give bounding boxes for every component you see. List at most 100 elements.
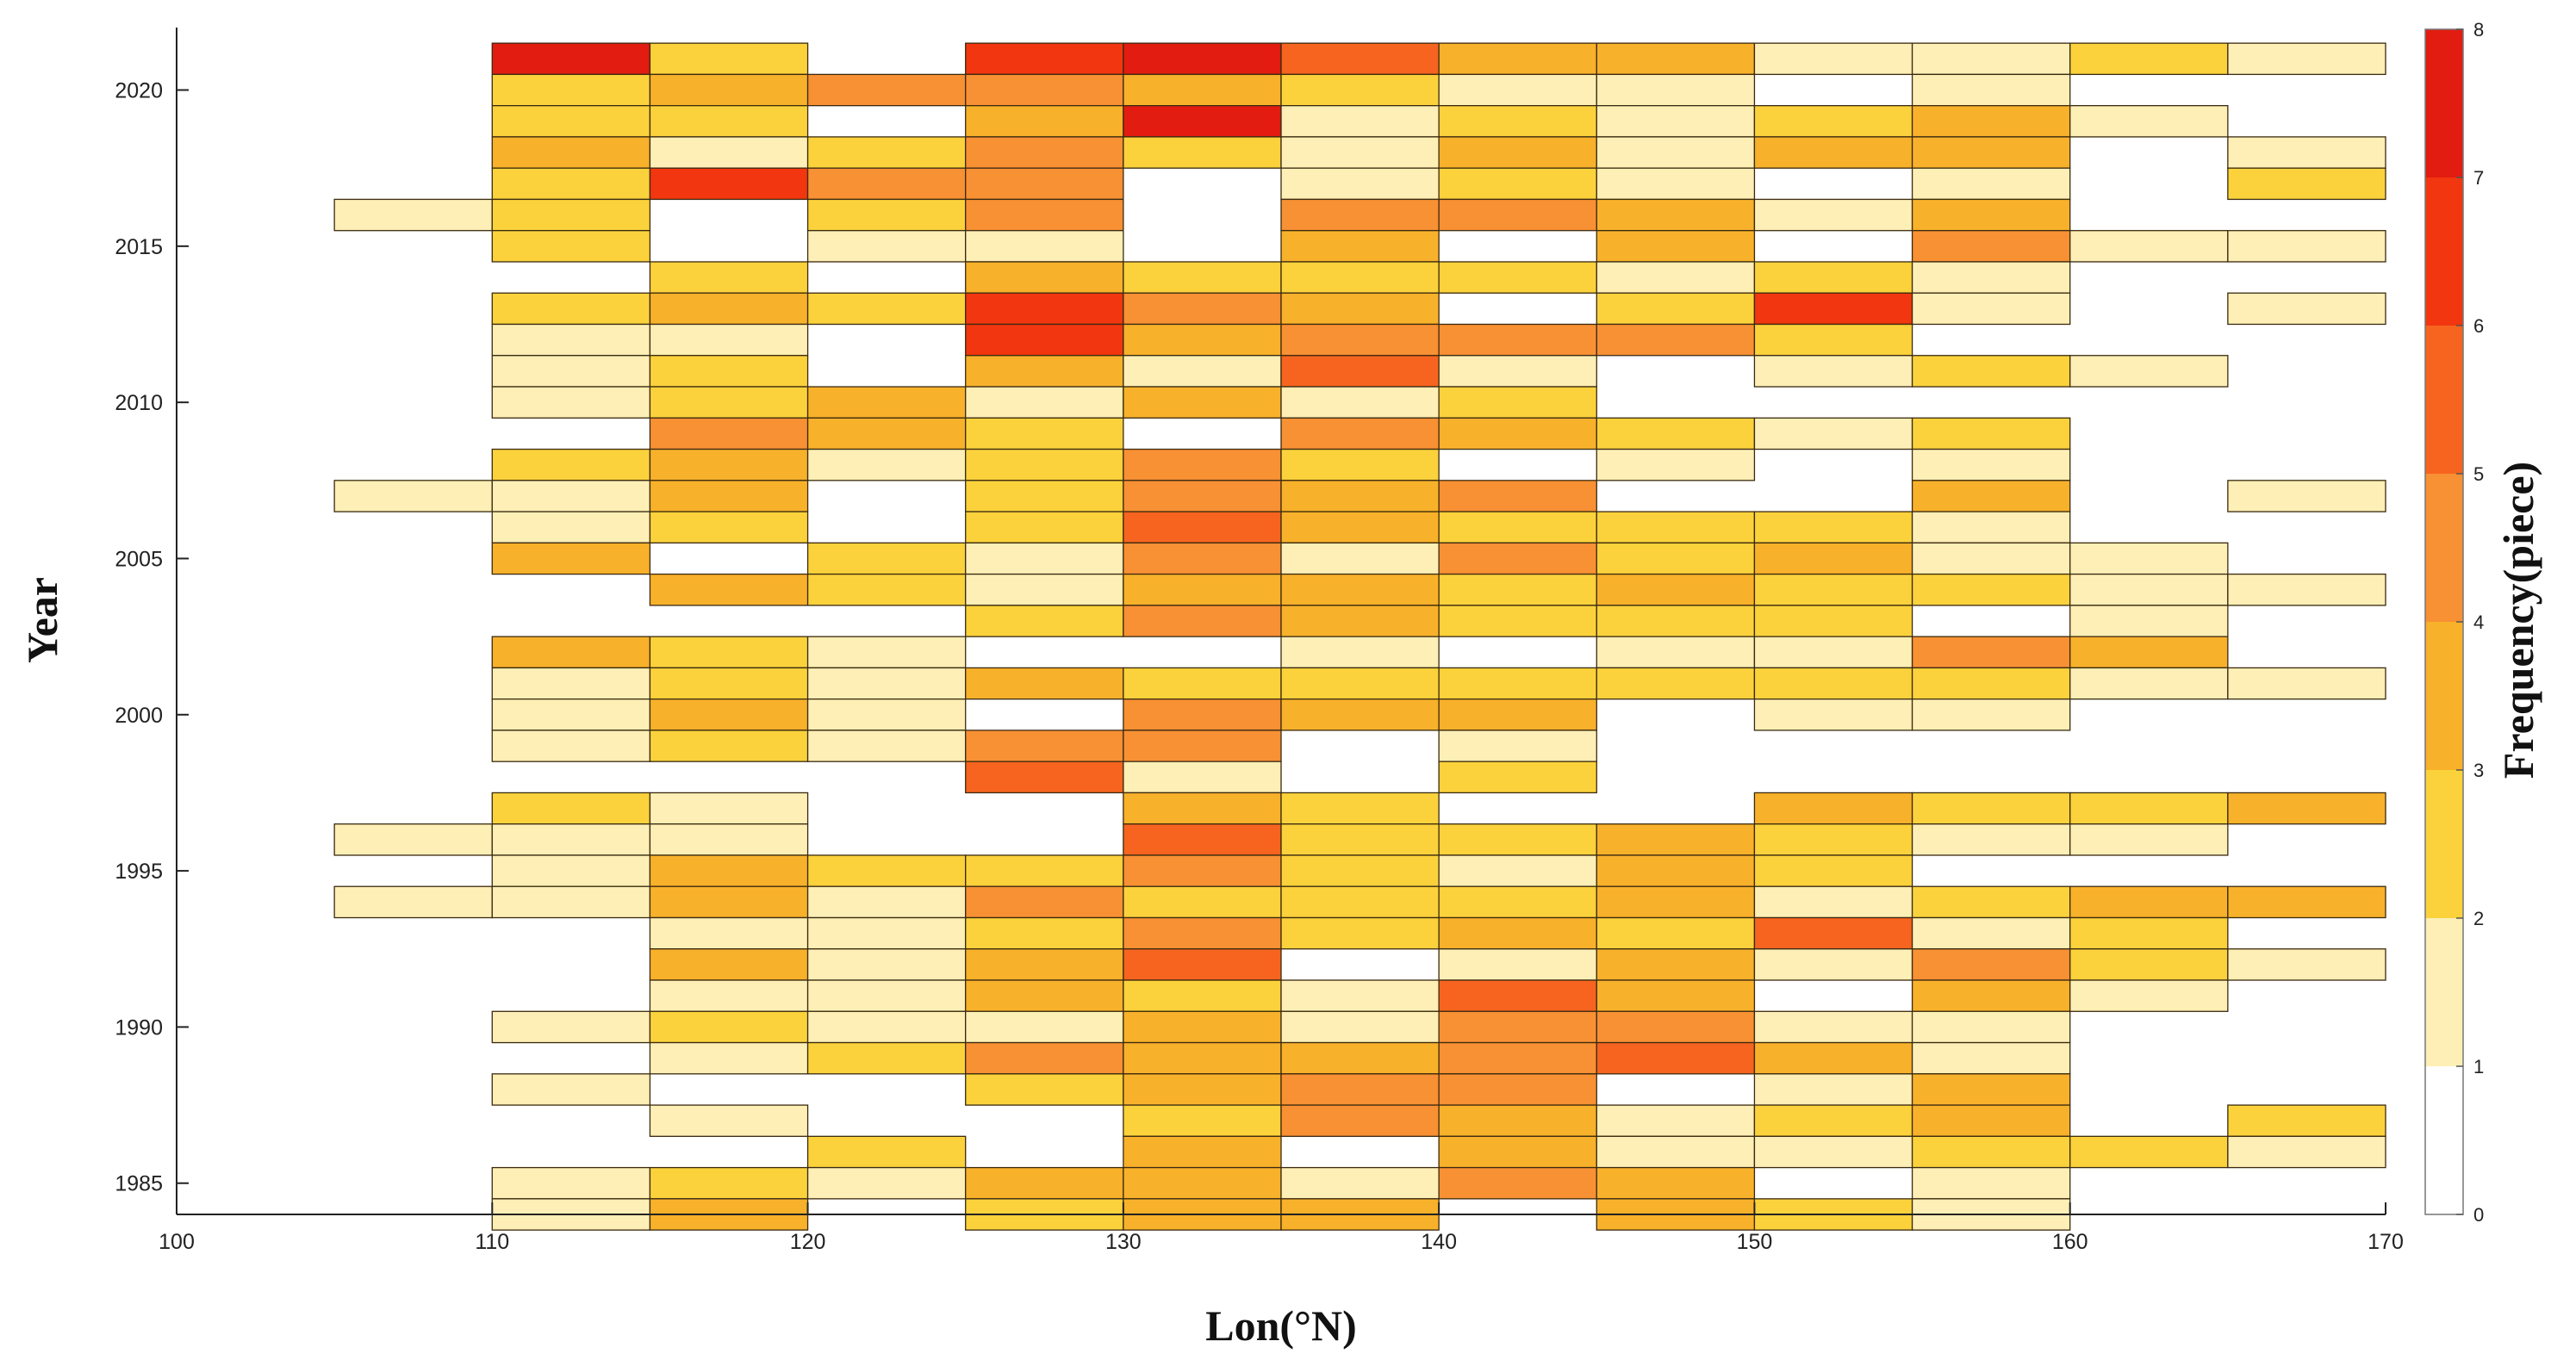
heatmap-cell-1987-145: [1596, 1104, 1756, 1137]
heatmap-cell-2003-140: [1438, 605, 1597, 637]
heatmap-cell-1993-155: [1911, 916, 2071, 950]
heatmap-cell-2004-140: [1438, 573, 1597, 606]
heatmap-cell-2014-130: [1123, 261, 1282, 294]
heatmap-cell-1987-150: [1753, 1104, 1913, 1137]
heatmap-cell-2005-120: [806, 542, 967, 575]
heatmap-cell-2005-145: [1596, 542, 1756, 575]
heatmap-cell-2003-125: [965, 605, 1124, 637]
heatmap-cell-1991-135: [1280, 979, 1440, 1012]
colorbar-tick-label-7: 7: [2473, 167, 2484, 189]
heatmap-cell-2004-160: [2069, 573, 2229, 606]
heatmap-cell-2017-135: [1280, 167, 1440, 201]
heatmap-cell-1995-135: [1280, 854, 1440, 887]
x-tick-label-110: 110: [475, 1230, 509, 1254]
heatmap-cell-2002-135: [1280, 636, 1440, 669]
heatmap-cell-2016-125: [965, 198, 1124, 232]
heatmap-cell-1989-120: [806, 1041, 967, 1075]
heatmap-cell-2013-130: [1123, 292, 1282, 326]
heatmap-cell-1992-125: [965, 948, 1124, 981]
heatmap-cell-1996-135: [1280, 823, 1440, 856]
heatmap-cell-1989-145: [1596, 1041, 1756, 1075]
colorbar-tick-label-0: 0: [2473, 1204, 2484, 1226]
heatmap-cell-2003-150: [1753, 605, 1913, 637]
colorbar-tick-label-1: 1: [2473, 1056, 2484, 1077]
heatmap-cell-2012-145: [1596, 323, 1756, 357]
heatmap-cell-1997-150: [1753, 792, 1913, 825]
heatmap-cell-2014-155: [1911, 261, 2071, 294]
heatmap-cell-2001-165: [2227, 667, 2386, 700]
heatmap-cell-2009-120: [806, 417, 967, 450]
heatmap-cell-1999-140: [1438, 730, 1597, 762]
heatmap-cell-1988-155: [1911, 1073, 2071, 1106]
heatmap-cell-2016-140: [1438, 198, 1597, 232]
heatmap-cell-1995-130: [1123, 854, 1282, 887]
colorbar-tick-label-8: 8: [2473, 19, 2484, 40]
heatmap-cell-1993-125: [965, 916, 1124, 950]
heatmap-cell-2015-110: [491, 230, 651, 263]
heatmap-cell-2005-110: [491, 542, 651, 575]
heatmap-cell-1993-120: [806, 916, 967, 950]
heatmap-cell-2007-155: [1911, 480, 2071, 512]
heatmap-cell-2009-125: [965, 417, 1124, 450]
heatmap-cell-2018-120: [806, 136, 967, 169]
heatmap-cell-2021-135: [1280, 42, 1440, 76]
heatmap-cell-1994-150: [1753, 885, 1913, 919]
heatmap-cell-1993-135: [1280, 916, 1440, 950]
heatmap-cell-2010-110: [491, 386, 651, 419]
heatmap-cell-1988-140: [1438, 1073, 1597, 1106]
heatmap-cell-2020-145: [1596, 73, 1756, 107]
heatmap-cell-2005-135: [1280, 542, 1440, 575]
heatmap-cell-2005-140: [1438, 542, 1597, 575]
heatmap-cell-1997-165: [2227, 792, 2386, 825]
heatmap-cell-1995-150: [1753, 854, 1913, 887]
heatmap-cell-1996-110: [491, 823, 651, 856]
heatmap-cell-2021-125: [965, 42, 1124, 76]
heatmap-cell-1990-130: [1123, 1010, 1282, 1044]
heatmap-cell-1988-135: [1280, 1073, 1440, 1106]
heatmap-cell-2002-110: [491, 636, 651, 669]
heatmap-cell-2002-155: [1911, 636, 2071, 669]
heatmap-cell-1986-155: [1911, 1135, 2071, 1169]
heatmap-cell-2021-110: [491, 42, 651, 76]
heatmap-cells: [333, 42, 2386, 1231]
heatmap-cell-2019-125: [965, 105, 1124, 138]
x-tick-label-130: 130: [1105, 1230, 1142, 1254]
y-tick-label-1995: 1995: [115, 860, 163, 884]
heatmap-cell-1998-140: [1438, 761, 1597, 794]
heatmap-cell-1999-120: [806, 730, 967, 762]
heatmap-cell-2007-135: [1280, 480, 1440, 512]
heatmap-cell-1987-140: [1438, 1104, 1597, 1137]
heatmap-cell-2001-145: [1596, 667, 1756, 700]
heatmap-cell-2013-165: [2227, 292, 2386, 326]
heatmap-cell-2018-110: [491, 136, 651, 169]
heatmap-cell-2011-135: [1280, 355, 1440, 388]
heatmap-cell-1997-110: [491, 792, 651, 825]
heatmap-cell-2006-110: [491, 511, 651, 543]
heatmap-cell-1995-125: [965, 854, 1124, 887]
heatmap-cell-2012-110: [491, 323, 651, 357]
heatmap-cell-1989-125: [965, 1041, 1124, 1075]
heatmap-cell-1986-165: [2227, 1135, 2386, 1169]
heatmap-cell-2008-120: [806, 448, 967, 481]
heatmap-cell-1990-115: [649, 1010, 809, 1044]
heatmap-cell-1987-130: [1123, 1104, 1282, 1137]
heatmap-cell-2003-135: [1280, 605, 1440, 637]
heatmap-cell-2018-135: [1280, 136, 1440, 169]
heatmap-cell-2002-150: [1753, 636, 1913, 669]
heatmap-cell-2016-145: [1596, 198, 1756, 232]
heatmap-cell-1990-150: [1753, 1010, 1913, 1044]
heatmap-cell-2006-115: [649, 511, 809, 543]
heatmap-cell-2006-155: [1911, 511, 2071, 543]
heatmap-cell-2019-160: [2069, 105, 2229, 138]
heatmap-cell-2019-110: [491, 105, 651, 138]
heatmap-cell-1986-120: [806, 1135, 967, 1169]
heatmap-cell-1987-165: [2227, 1104, 2386, 1137]
heatmap-cell-2007-125: [965, 480, 1124, 512]
heatmap-cell-2017-145: [1596, 167, 1756, 201]
y-tick-label-1990: 1990: [115, 1015, 163, 1040]
heatmap-cell-2016-110: [491, 198, 651, 232]
heatmap-cell-2009-135: [1280, 417, 1440, 450]
heatmap-cell-1992-160: [2069, 948, 2229, 981]
heatmap-cell-2012-140: [1438, 323, 1597, 357]
